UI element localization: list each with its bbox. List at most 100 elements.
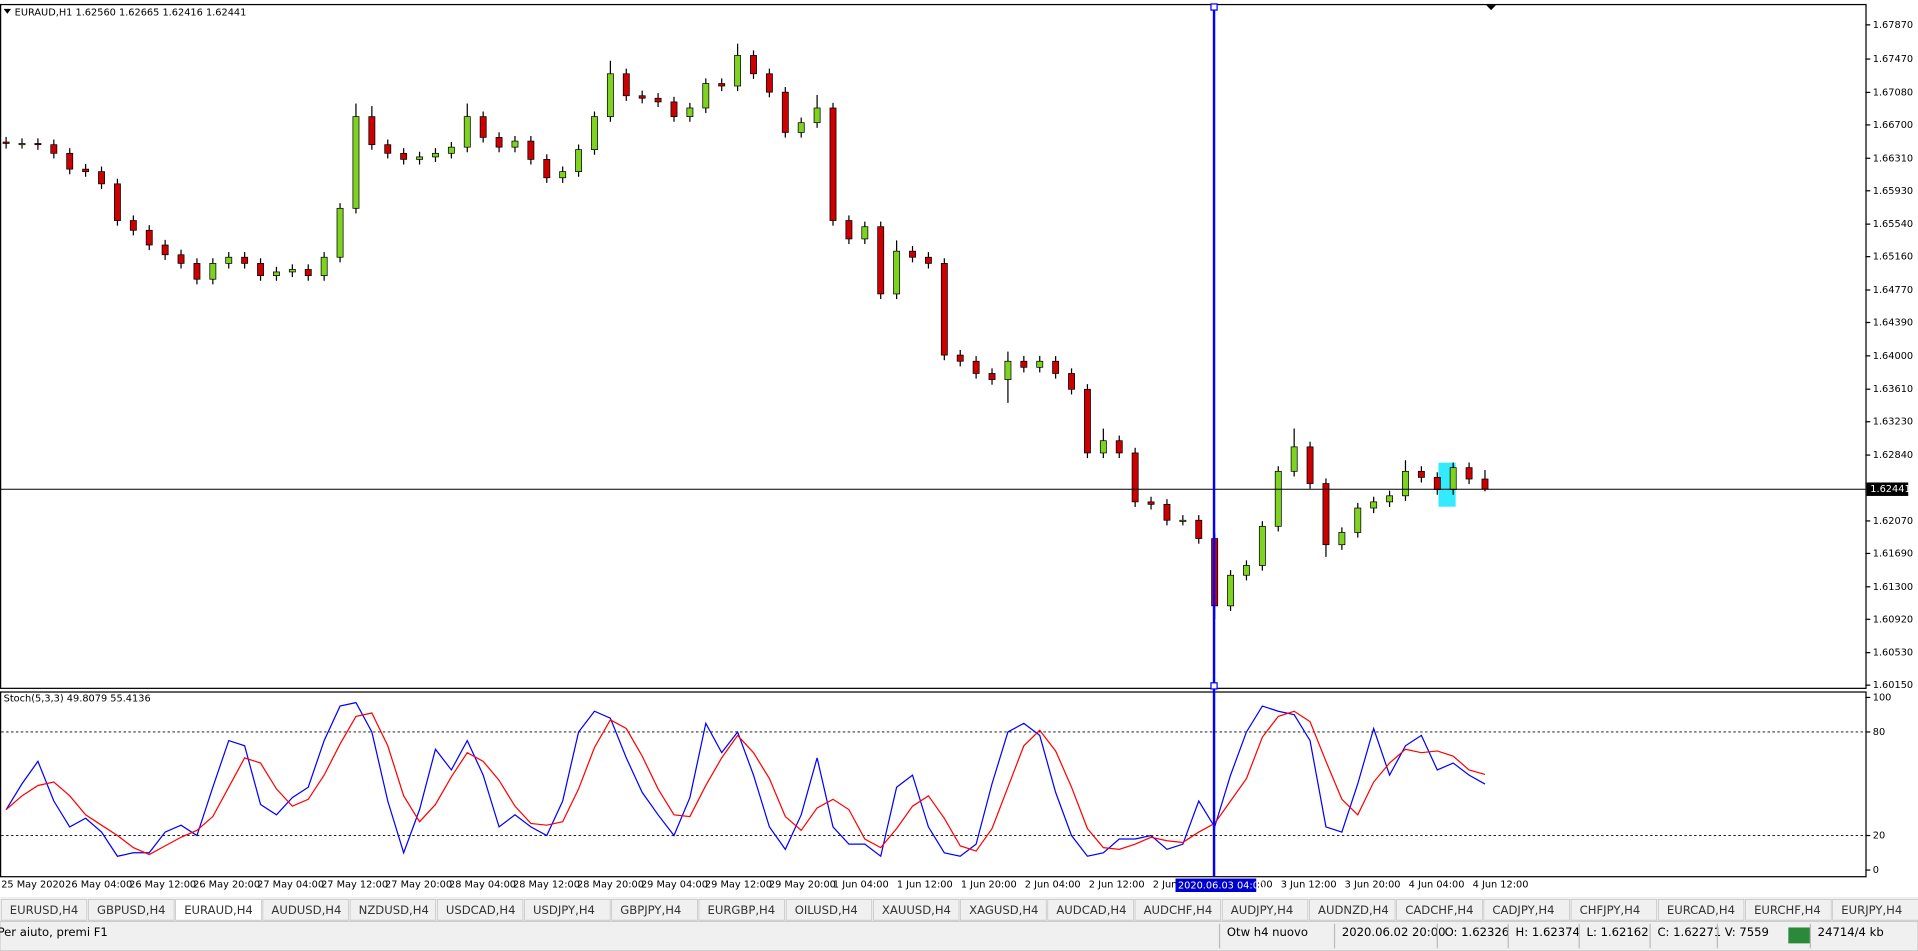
tab[interactable]: NZDUSD,H4 [349,899,437,921]
connection-icon [1788,927,1811,944]
candle-body [193,263,201,280]
tab[interactable]: XAUUSD,H4 [873,899,960,921]
x-tick-label: 29 May 20:00 [769,880,836,891]
tab[interactable]: AUDCHF,H4 [1134,899,1221,921]
tab-box[interactable] [698,899,785,921]
tab-label[interactable]: USDJPY,H4 [533,903,595,917]
tab[interactable]: EURCAD,H4 [1658,899,1745,921]
x-tick-label: 29 May 12:00 [705,880,772,891]
x-tick-label: 28 May 20:00 [577,880,644,891]
tab-label[interactable]: AUDNZD,H4 [1318,903,1389,917]
tab-box[interactable] [0,899,88,921]
tab-box[interactable] [785,899,873,921]
tab-label[interactable]: EURUSD,H4 [10,903,79,917]
candle-body [1290,446,1298,472]
tab[interactable]: GBPUSD,H4 [88,899,175,921]
tab-box[interactable] [1309,899,1396,921]
tab-label[interactable]: OILUSD,H4 [795,903,858,917]
tab-box[interactable] [1396,899,1483,921]
tab[interactable]: EURUSD,H4 [0,899,88,921]
tab-label[interactable]: AUDCHF,H4 [1144,903,1213,917]
candle-body [1179,519,1187,522]
candle-body [1099,440,1107,454]
tab-label[interactable]: EURAUD,H4 [184,903,253,917]
candle-body [591,116,598,151]
tab[interactable]: CADJPY,H4 [1483,899,1570,921]
tab-box[interactable] [1832,899,1918,921]
candle-body [861,226,869,240]
tab-box[interactable] [1047,899,1134,921]
tab-label[interactable]: EURGBP,H4 [708,903,776,917]
candle-body [1004,360,1012,380]
candle-body [463,116,471,148]
tab-box[interactable] [524,899,611,921]
tab-box[interactable] [262,899,349,921]
tab[interactable]: EURGBP,H4 [698,899,785,921]
tab[interactable]: USDJPY,H4 [524,899,611,921]
candle-body [654,97,662,103]
tab-label[interactable]: EURJPY,H4 [1841,903,1902,917]
y-tick-label: 1.61690 [1873,548,1913,559]
tab-label[interactable]: GBPJPY,H4 [620,903,681,917]
tab[interactable]: OILUSD,H4 [785,899,873,921]
candle-body [2,141,10,144]
tab-box[interactable] [1570,899,1658,921]
tab-box[interactable] [1221,899,1309,921]
tab-label[interactable]: AUDUSD,H4 [271,903,341,917]
tab[interactable]: EURAUD,H4 [175,899,262,921]
tab-box[interactable] [611,899,698,921]
tab[interactable]: CHFJPY,H4 [1570,899,1658,921]
tab-box[interactable] [88,899,175,921]
collapse-arrow[interactable] [3,8,12,14]
tab-label[interactable]: CHFJPY,H4 [1580,903,1641,917]
tab[interactable]: CADCHF,H4 [1396,899,1483,921]
y-tick-label: 1.65160 [1873,252,1913,263]
candle-body [1338,532,1346,546]
tab-box[interactable] [1134,899,1221,921]
tab-box[interactable] [1483,899,1570,921]
candle-body [1386,495,1393,503]
x-tick-label: 2 Jun 04:00 [1025,880,1081,891]
tab[interactable]: EURCHF,H4 [1745,899,1832,921]
y-tick-label: 1.62070 [1873,516,1913,527]
candle-body [622,73,630,97]
tab-label[interactable]: CADJPY,H4 [1492,903,1554,917]
tab[interactable]: AUDUSD,H4 [262,899,349,921]
candle-body [384,144,392,154]
tab-label[interactable]: NZDUSD,H4 [359,903,429,917]
tab[interactable]: AUDNZD,H4 [1309,899,1396,921]
tab-label[interactable]: GBPUSD,H4 [97,903,166,917]
tab-box[interactable] [1745,899,1832,921]
tab-label[interactable]: EURCAD,H4 [1667,903,1735,917]
tab-box[interactable] [349,899,437,921]
tab[interactable]: AUDCAD,H4 [1047,899,1134,921]
tab[interactable]: AUDJPY,H4 [1221,899,1309,921]
tab-label[interactable]: EURCHF,H4 [1754,903,1821,917]
tab-label[interactable]: AUDJPY,H4 [1231,903,1293,917]
candle-body [18,143,26,146]
tab[interactable]: USDCAD,H4 [436,899,524,921]
tab[interactable]: XAGUSD,H4 [960,899,1047,921]
candle-body [972,360,980,374]
tab-box[interactable] [175,899,262,921]
tab-label[interactable]: AUDCAD,H4 [1056,903,1126,917]
tab-label[interactable]: XAGUSD,H4 [969,903,1038,917]
tab-box[interactable] [1658,899,1745,921]
tab-label[interactable]: CADCHF,H4 [1405,903,1473,917]
x-tick-label: 3 Jun 20:00 [1345,880,1401,891]
tab[interactable]: GBPJPY,H4 [611,899,698,921]
tab-box[interactable] [436,899,524,921]
y-tick-label: 1.64390 [1873,318,1913,329]
candle-body [304,269,312,276]
tab-box[interactable] [960,899,1047,921]
status-text: L: 1.62162 [1587,925,1649,939]
y-tick-label: 1.63610 [1873,384,1913,395]
candle-body [257,263,264,276]
tab[interactable]: EURJPY,H4 [1832,899,1918,921]
candle-body [940,263,948,356]
tab-label[interactable]: USDCAD,H4 [446,903,516,917]
tab-box[interactable] [873,899,960,921]
tab-label[interactable]: XAUUSD,H4 [882,903,951,917]
y-tick-label: 80 [1873,727,1885,738]
